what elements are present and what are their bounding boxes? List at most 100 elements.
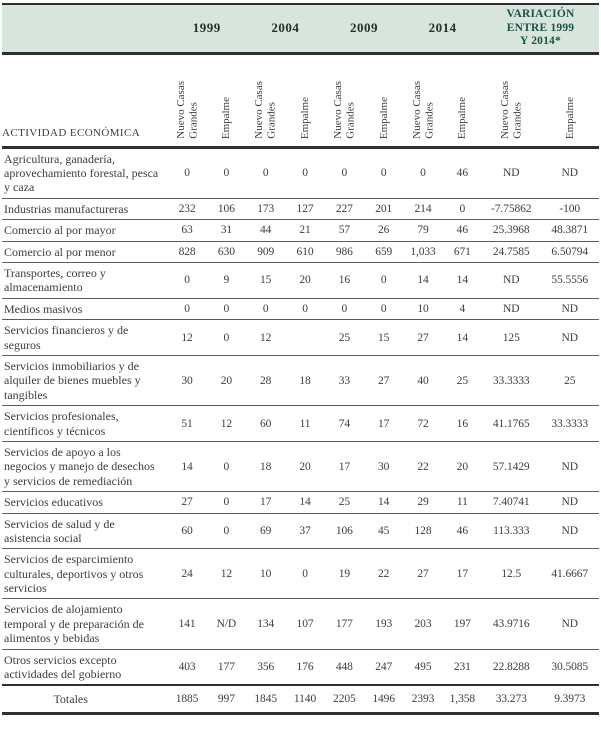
- value-cell: 55.5556: [540, 262, 599, 299]
- value-cell: 0: [364, 262, 404, 299]
- value-cell: 25: [324, 491, 365, 514]
- activity-label: Servicios de esparcimiento culturales, d…: [2, 548, 168, 600]
- activity-label: Agricultura, ganadería, aprovechamiento …: [2, 147, 168, 199]
- value-cell: 403: [167, 649, 207, 686]
- value-cell: 0: [246, 147, 286, 199]
- city-column-header: Nuevo Casas Grandes: [403, 53, 443, 149]
- value-cell: 45: [364, 513, 404, 550]
- value-cell: ND: [540, 513, 599, 550]
- city-column-header: Nuevo Casas Grandes: [324, 53, 365, 149]
- table-row: Comercio al por menor 828 630 909 610 986 659 1…: [2, 241, 599, 264]
- value-cell: ND: [482, 262, 541, 299]
- value-cell: 17: [364, 405, 404, 442]
- value-cell: 20: [285, 262, 325, 299]
- value-cell: 14: [403, 262, 443, 299]
- city-column-label: Nuevo Casas Grandes: [253, 80, 278, 139]
- value-cell: 12: [206, 405, 247, 442]
- value-cell: -100: [540, 198, 599, 221]
- value-cell: 11: [442, 491, 482, 514]
- city-column-header: Nuevo Casas Grandes: [246, 53, 286, 149]
- table-row: Industrias manufactureras 232 106 173 127 227…: [2, 198, 599, 221]
- city-column-label: Nuevo Casas Grandes: [332, 80, 357, 139]
- table-row: Transportes, correo y almacenamiento 0 9 15…: [2, 262, 599, 299]
- activity-label: Servicios financieros y de seguros: [2, 319, 168, 356]
- value-cell: 10: [403, 298, 443, 321]
- value-cell: 141: [167, 598, 207, 650]
- value-cell: 1496: [364, 684, 404, 716]
- value-cell: 630: [206, 241, 247, 264]
- activity-label: Servicios profesionales, científicos y t…: [2, 405, 168, 442]
- value-cell: 232: [167, 198, 207, 221]
- value-cell: 0: [364, 298, 404, 321]
- value-cell: 0: [167, 298, 207, 321]
- table-row: Servicios de salud y de asistencia socia…: [2, 513, 599, 550]
- table-row: Servicios de alojamiento temporal y de p…: [2, 598, 599, 650]
- value-cell: 63: [167, 219, 207, 242]
- variation-header: VARIACIÓN ENTRE 1999 Y 2014*: [482, 4, 599, 55]
- value-cell: 27: [403, 548, 443, 600]
- value-cell: 33: [324, 355, 365, 407]
- table-row: Servicios inmobiliarios y de alquiler de…: [2, 355, 599, 407]
- value-cell: 495: [403, 649, 443, 686]
- value-cell: 0: [167, 262, 207, 299]
- value-cell: 12.5: [482, 548, 541, 600]
- value-cell: ND: [540, 598, 599, 650]
- value-cell: 14: [167, 441, 207, 493]
- city-column-label: Empalme: [377, 96, 390, 139]
- value-cell: 106: [324, 513, 365, 550]
- value-cell: 14: [442, 262, 482, 299]
- value-cell: 18: [285, 355, 325, 407]
- value-cell: 40: [403, 355, 443, 407]
- activity-label: Servicios de apoyo a los negocios y mane…: [2, 441, 168, 493]
- value-cell: 25: [324, 319, 365, 356]
- year-header-2009: 2009: [324, 4, 404, 55]
- value-cell: 12: [206, 548, 247, 600]
- value-cell: 44: [246, 219, 286, 242]
- table-row: Agricultura, ganadería, aprovechamiento …: [2, 147, 599, 199]
- value-cell: 0: [285, 147, 325, 199]
- value-cell: 20: [285, 441, 325, 493]
- value-cell: 33.3333: [482, 355, 541, 407]
- value-cell: 0: [206, 491, 247, 514]
- value-cell: 659: [364, 241, 404, 264]
- city-column-label: Empalme: [220, 96, 233, 139]
- value-cell: 214: [403, 198, 443, 221]
- year-header-2004: 2004: [246, 4, 325, 55]
- value-cell: ND: [482, 298, 541, 321]
- value-cell: 17: [324, 441, 365, 493]
- city-column-header: Empalme: [206, 53, 247, 149]
- city-column-label: Nuevo Casas Grandes: [410, 80, 435, 139]
- activity-label: Transportes, correo y almacenamiento: [2, 262, 168, 299]
- value-cell: 14: [442, 319, 482, 356]
- value-cell: 197: [442, 598, 482, 650]
- city-column-header: Empalme: [442, 53, 482, 149]
- value-cell: 20: [206, 355, 247, 407]
- value-cell: 448: [324, 649, 365, 686]
- activity-label: Comercio al por menor: [2, 241, 168, 264]
- value-cell: 0: [206, 147, 247, 199]
- value-cell: 74: [324, 405, 365, 442]
- table-row: Servicios educativos 27 0 17 14 25 14 29 11 7.407…: [2, 491, 599, 514]
- value-cell: 27: [167, 491, 207, 514]
- value-cell: 2393: [403, 684, 443, 716]
- value-cell: 11: [285, 405, 325, 442]
- activity-label: Medios masivos: [2, 298, 168, 321]
- city-column-label: Nuevo Casas Grandes: [498, 80, 524, 139]
- activity-label: Otros servicios excepto actividades del …: [2, 649, 168, 686]
- value-cell: 173: [246, 198, 286, 221]
- value-cell: 0: [364, 147, 404, 199]
- value-cell: 671: [442, 241, 482, 264]
- value-cell: 134: [246, 598, 286, 650]
- value-cell: 0: [206, 319, 247, 356]
- value-cell: 19: [324, 548, 365, 600]
- year-header-2014: 2014: [403, 4, 482, 55]
- value-cell: 997: [206, 684, 247, 716]
- value-cell: 247: [364, 649, 404, 686]
- value-cell: 106: [206, 198, 247, 221]
- value-cell: 17: [246, 491, 286, 514]
- value-cell: 2205: [324, 684, 365, 716]
- city-column-header: Nuevo Casas Grandes: [482, 53, 541, 149]
- city-column-header: Empalme: [285, 53, 325, 149]
- value-cell: 20: [442, 441, 482, 493]
